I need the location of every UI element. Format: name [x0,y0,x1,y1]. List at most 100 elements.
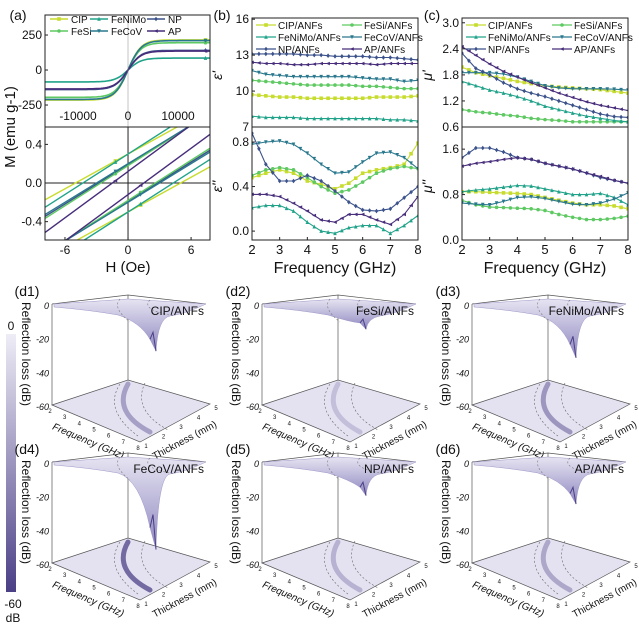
z-axis-label: Reflection loss (dB) [439,460,453,564]
data-point-marker [543,196,547,201]
data-point-marker [474,145,478,151]
data-point-marker [529,79,533,84]
y-tick-label: 2 [372,435,376,441]
floor-contour-line [114,383,139,437]
data-point-marker [474,83,478,88]
data-point-marker [467,70,471,75]
legend-item-cip: CIP/ANFs [256,21,322,32]
y-tick-label: 2 [162,593,166,599]
data-point-marker [501,205,506,210]
y-tick-label: -0.4 [21,215,42,229]
z-tick-label: 0 [464,459,469,469]
z-tick-label: -40 [246,368,259,378]
x-tick-label: 2 [258,409,262,415]
data-point-marker [319,52,323,58]
floor-absorption-band [120,539,153,593]
data-point-marker [312,74,317,79]
data-point-marker [339,61,344,66]
data-point-marker [501,113,506,117]
y-tick-label: 4 [407,416,411,422]
legend-item-fecov: FeCoV [90,27,142,38]
x-tick-label: 6 [527,592,531,598]
data-point-marker [298,146,303,151]
data-point-marker [291,74,296,79]
data-point-marker [374,77,379,82]
data-point-marker [605,117,610,122]
legend-item-fecov: FeCoV/ANFs [552,33,633,44]
legend-label: FeNiMo [111,15,146,26]
data-point-marker [536,92,540,98]
data-point-marker [388,206,393,212]
x-tick-label: 0 [125,243,132,257]
data-point-marker [381,169,386,173]
data-point-marker [340,170,344,175]
legend-label: FeNiMo/ANFs [278,33,341,44]
data-point-marker [374,218,379,222]
data-point-marker [515,155,520,160]
data-point-marker [487,205,492,209]
data-point-marker [605,87,610,92]
x-tick-label: 3 [483,573,487,579]
x-tick-label: 2 [468,409,472,415]
data-point-marker [284,198,289,202]
data-point-marker [402,95,406,99]
data-point-marker [388,231,393,236]
surface-contour-line [147,299,176,317]
data-point-marker [360,54,365,59]
data-point-marker [312,62,317,66]
data-point-marker [515,191,520,196]
data-point-marker [529,195,533,200]
data-point-marker [284,74,289,79]
data-point-marker [501,72,506,77]
floor-absorption-band [330,539,363,593]
data-point-marker [263,61,268,66]
x-tick-label: -10000 [59,109,97,123]
legend-label: NP [168,15,182,26]
plot-frame-c-bottom [461,126,629,241]
data-point-marker [409,118,413,123]
y-tick-label: 0.0 [442,233,459,247]
data-point-marker [319,116,323,121]
data-point-marker [388,85,393,90]
data-point-marker [402,195,406,200]
y-tick-label: 5 [424,564,428,570]
data-point-marker [333,188,337,194]
data-point-marker [598,86,603,91]
data-point-marker [549,88,554,93]
data-point-marker [515,183,520,188]
y-tick-label: 1 [144,602,148,608]
data-point-marker [494,65,499,70]
legend-label: CIP/ANFs [278,21,322,32]
series-line-ap [45,50,210,90]
data-point-marker [347,116,351,121]
x-tick-label: 10000 [161,109,195,123]
data-point-marker [563,190,568,195]
data-point-marker [305,219,310,224]
data-point-marker [480,57,485,62]
x-tick-label: -6 [60,243,71,257]
data-point-marker [612,197,616,202]
data-point-marker [563,100,568,106]
data-point-marker [474,46,478,52]
data-point-marker [277,178,282,184]
data-point-marker [305,62,310,67]
floor-contour-line [561,540,589,589]
data-point-marker [353,224,358,229]
data-point-marker [494,89,499,94]
data-point-marker [270,94,275,99]
data-point-marker [349,47,354,51]
data-point-marker [528,80,533,85]
data-point-marker [284,62,289,66]
data-point-marker [305,209,310,213]
floor-absorption-band [540,539,573,593]
data-point-marker [611,106,616,110]
data-point-marker [340,184,344,188]
data-point-marker [529,98,533,103]
data-point-marker [605,217,610,221]
data-point-marker [277,51,282,57]
data-point-marker [374,116,379,121]
data-point-marker [515,75,520,79]
surface-contour-line [537,298,551,323]
data-point-marker [381,95,386,99]
legend-label: FeCoV/ANFs [574,33,633,44]
